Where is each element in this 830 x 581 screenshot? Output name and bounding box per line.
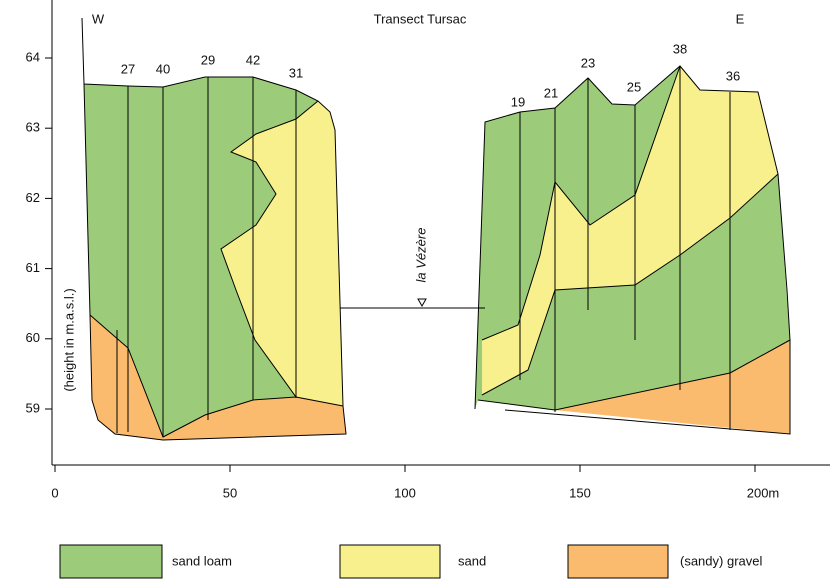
- water-marker: [417, 298, 427, 308]
- legend-label: sand: [458, 553, 486, 568]
- legend-swatch: [59, 544, 163, 579]
- y-axis-label: (height in m.a.s.l.): [61, 288, 76, 391]
- borehole-label: 36: [726, 68, 740, 83]
- layer-boundary: [477, 339, 791, 411]
- y-tick-label: 63: [26, 120, 40, 135]
- legend-swatch: [567, 544, 669, 579]
- x-tick-label: 150: [569, 485, 591, 500]
- layer-boundary: [220, 100, 344, 407]
- borehole-label: 31: [289, 65, 303, 80]
- borehole-label: 27: [121, 61, 135, 76]
- title: Transect Tursac: [374, 11, 467, 26]
- right-section: [474, 65, 791, 435]
- borehole-label: 42: [246, 52, 260, 67]
- y-tick-label: 62: [26, 190, 40, 205]
- x-tick-label: 50: [223, 485, 237, 500]
- borehole-label: 25: [627, 79, 641, 94]
- river-label: la Vézère: [413, 228, 428, 283]
- borehole-label: 21: [544, 85, 558, 100]
- borehole-label: 40: [156, 61, 170, 76]
- legend-label: sand loam: [172, 553, 232, 568]
- borehole-label: 23: [581, 55, 595, 70]
- left-section: [81, 17, 347, 441]
- borehole: [519, 66, 731, 430]
- x-tick-label: 100: [394, 485, 416, 500]
- borehole-label: 38: [673, 41, 687, 56]
- y-tick-label: 61: [26, 260, 40, 275]
- east-label: E: [736, 11, 745, 26]
- legend-swatch: [339, 544, 441, 579]
- sand-layer: [482, 66, 778, 395]
- y-tick-label: 59: [26, 400, 40, 415]
- west-label: W: [92, 11, 105, 26]
- x-tick-label: 200m: [747, 485, 780, 500]
- y-tick-label: 64: [26, 49, 40, 64]
- borehole: [116, 77, 297, 437]
- x-tick-label: 0: [51, 485, 58, 500]
- borehole-label: 19: [511, 94, 525, 109]
- y-tick-label: 60: [26, 330, 40, 345]
- gravel-layer: [90, 315, 346, 440]
- layer-boundary: [89, 314, 297, 438]
- borehole-label: 29: [201, 52, 215, 67]
- legend-label: (sandy) gravel: [680, 553, 762, 568]
- gravel-layer: [505, 340, 790, 434]
- outline: [81, 17, 347, 441]
